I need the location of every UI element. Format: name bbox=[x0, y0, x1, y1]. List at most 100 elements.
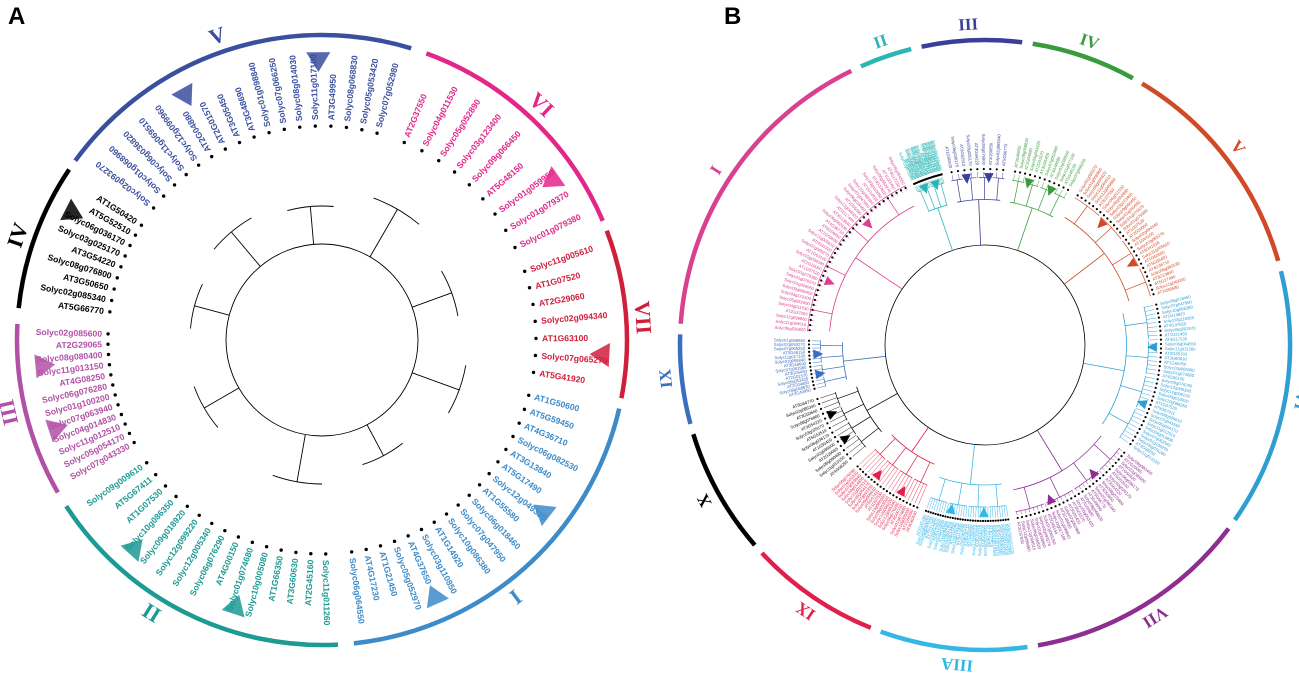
leaf-dot bbox=[533, 319, 537, 324]
leaf-dot bbox=[364, 547, 368, 552]
leaf-branch bbox=[1098, 470, 1102, 474]
leaf-dot bbox=[1136, 431, 1139, 434]
leaf-dot bbox=[939, 514, 942, 517]
leaf-label: Solyc11g011260 bbox=[1165, 346, 1196, 352]
leaf-branch bbox=[1067, 492, 1070, 496]
leaf-branch bbox=[1124, 429, 1133, 436]
leaf-label: Solyc05g052890 bbox=[1004, 523, 1013, 555]
tree-b-backbone-ring bbox=[884, 244, 1086, 446]
leaf-dot bbox=[951, 516, 954, 520]
leaf-branch bbox=[914, 483, 924, 504]
leaf-branch bbox=[1146, 317, 1156, 320]
leaf-dot bbox=[163, 484, 168, 488]
sub-branch bbox=[1049, 477, 1060, 498]
leaf-dot bbox=[1085, 487, 1088, 491]
clade-stem-arc bbox=[957, 199, 1001, 203]
collapsed-node-marker bbox=[120, 539, 143, 562]
leaf-dot bbox=[210, 521, 214, 526]
leaf-dot bbox=[119, 412, 124, 417]
leaf-dot bbox=[1088, 485, 1091, 488]
leaf-dot bbox=[106, 332, 110, 336]
leaf-branch bbox=[955, 504, 958, 516]
leaf-dot bbox=[929, 511, 932, 514]
leaf-label: Solyc12g099960 bbox=[1020, 520, 1032, 552]
leaf-branch bbox=[939, 177, 942, 184]
leaf-dot bbox=[1084, 199, 1087, 202]
leaf-dot bbox=[969, 519, 972, 522]
clade-stem bbox=[843, 355, 886, 362]
sub-branch-arc bbox=[949, 502, 967, 507]
leaf-label: Solyc10g086380 bbox=[1162, 304, 1194, 315]
leaf-dot bbox=[902, 499, 905, 503]
leaf-branch bbox=[852, 446, 866, 457]
leaf-dot bbox=[995, 168, 998, 171]
leaf-branch bbox=[867, 456, 883, 473]
sub-branch-arc bbox=[840, 407, 848, 421]
leaf-dot bbox=[250, 540, 255, 545]
leaf-dot bbox=[936, 513, 940, 516]
leaf-branch bbox=[918, 484, 927, 505]
leaf-dot bbox=[1159, 338, 1163, 341]
collapsed-node-marker bbox=[871, 470, 882, 481]
leaf-branch bbox=[1082, 483, 1085, 487]
leaf-dot bbox=[1111, 464, 1114, 468]
leaf-dot bbox=[1095, 479, 1098, 483]
clade-arc-vii bbox=[1037, 527, 1231, 648]
clade-stem bbox=[937, 207, 953, 251]
leaf-branch bbox=[1147, 322, 1157, 324]
clade-arc-iii bbox=[921, 37, 1023, 49]
collapsed-node-marker bbox=[826, 411, 838, 420]
clade-arc-vi bbox=[425, 51, 605, 222]
leaf-branch bbox=[1063, 192, 1067, 198]
sub-branch bbox=[1108, 413, 1129, 425]
leaf-dot bbox=[264, 545, 269, 549]
clade-stem bbox=[855, 257, 903, 290]
sub-branch-arc bbox=[1135, 375, 1146, 408]
leaf-label: Solyc06g076290 bbox=[1161, 378, 1193, 389]
leaf-dot bbox=[992, 519, 995, 522]
clade-stem bbox=[911, 427, 929, 452]
leaf-dot bbox=[444, 512, 449, 516]
leaf-dot bbox=[961, 518, 964, 521]
leaf-dot bbox=[886, 197, 889, 200]
leaf-dot bbox=[808, 354, 811, 357]
sub-branch-arc bbox=[1100, 216, 1122, 240]
leaf-branch bbox=[1036, 180, 1040, 187]
leaf-dot bbox=[1106, 217, 1109, 220]
leaf-dot bbox=[889, 492, 892, 495]
leaf-branch bbox=[1101, 467, 1105, 471]
sub-branch bbox=[892, 447, 907, 466]
collapsed-node-marker bbox=[823, 276, 835, 286]
leaf-branch bbox=[938, 501, 943, 512]
leaf-label: Solyc09g066450 bbox=[999, 524, 1007, 556]
leaf-dot bbox=[1140, 424, 1143, 427]
sub-branch-arc bbox=[1139, 268, 1151, 297]
leaf-dot bbox=[329, 124, 333, 128]
leaf-label: AT4G37650 bbox=[1164, 321, 1187, 328]
leaf-dot bbox=[174, 494, 178, 499]
leaf-branch bbox=[1147, 330, 1158, 333]
leaf-label: AT3G49950 bbox=[1013, 145, 1022, 168]
leaf-branch bbox=[832, 418, 847, 427]
leaf-dot bbox=[986, 519, 990, 523]
tree-a-branch bbox=[296, 434, 306, 482]
leaf-dot bbox=[496, 460, 500, 464]
clade-b-iiia: IIIA Solyc04g011530Solyc05g052890Solyc03g… bbox=[879, 444, 1028, 674]
tree-a-branch-arc bbox=[373, 197, 420, 225]
leaf-label: AT1G63100 bbox=[542, 333, 588, 343]
leaf-dot bbox=[1123, 451, 1126, 454]
leaf-label: Solyc02g094340 bbox=[983, 525, 988, 557]
sub-branch bbox=[1093, 444, 1111, 460]
leaf-label: Solyc10g005080 bbox=[1163, 364, 1195, 373]
leaf-dot bbox=[1080, 196, 1083, 200]
leaf-branch bbox=[1028, 508, 1031, 513]
leaf-dot bbox=[873, 480, 876, 484]
leaf-branch bbox=[994, 506, 996, 518]
clade-stem-arc bbox=[1064, 217, 1130, 302]
leaf-branch bbox=[1144, 309, 1155, 312]
leaf-branch bbox=[870, 458, 886, 475]
leaf-dot bbox=[820, 279, 823, 282]
leaf-dot bbox=[419, 527, 424, 532]
